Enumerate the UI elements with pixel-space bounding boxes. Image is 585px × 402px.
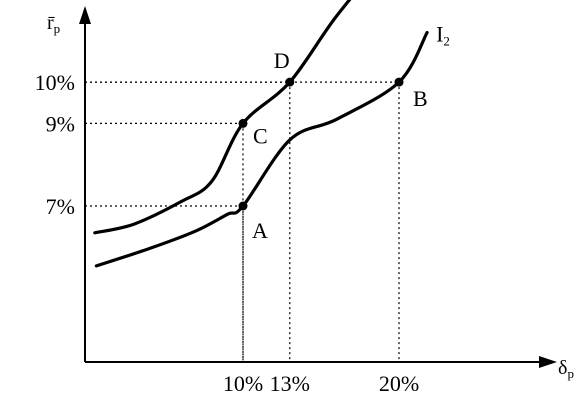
- y-tick-label: 9%: [46, 111, 75, 136]
- point-b: [394, 77, 404, 87]
- point-c: [238, 118, 248, 128]
- x-axis-title: δp: [558, 357, 574, 381]
- y-tick-label: 7%: [46, 194, 75, 219]
- axes: [79, 6, 557, 368]
- point-label-a: A: [252, 218, 268, 243]
- x-tick-label: 10%: [223, 371, 263, 396]
- point-d: [285, 77, 295, 87]
- y-axis-arrow: [79, 6, 91, 24]
- y-axis-title: r̄p: [47, 12, 60, 36]
- x-tick-label: 13%: [270, 371, 310, 396]
- curve-labels: I1I2: [436, 22, 450, 49]
- highlighted-points: A B C D: [238, 48, 428, 243]
- point-a: [238, 201, 248, 211]
- tick-labels: 10% 13% 20% 7% 9% 10%: [35, 70, 419, 396]
- point-label-d: D: [274, 48, 290, 73]
- curve-i1: [93, 0, 352, 235]
- point-label-c: C: [253, 123, 268, 148]
- x-tick-label: 20%: [379, 371, 419, 396]
- x-axis-arrow: [539, 356, 557, 368]
- y-tick-label: 10%: [35, 70, 75, 95]
- point-label-b: B: [413, 86, 428, 111]
- guide-lines: [85, 81, 400, 362]
- curve-label-i2: I2: [436, 22, 450, 49]
